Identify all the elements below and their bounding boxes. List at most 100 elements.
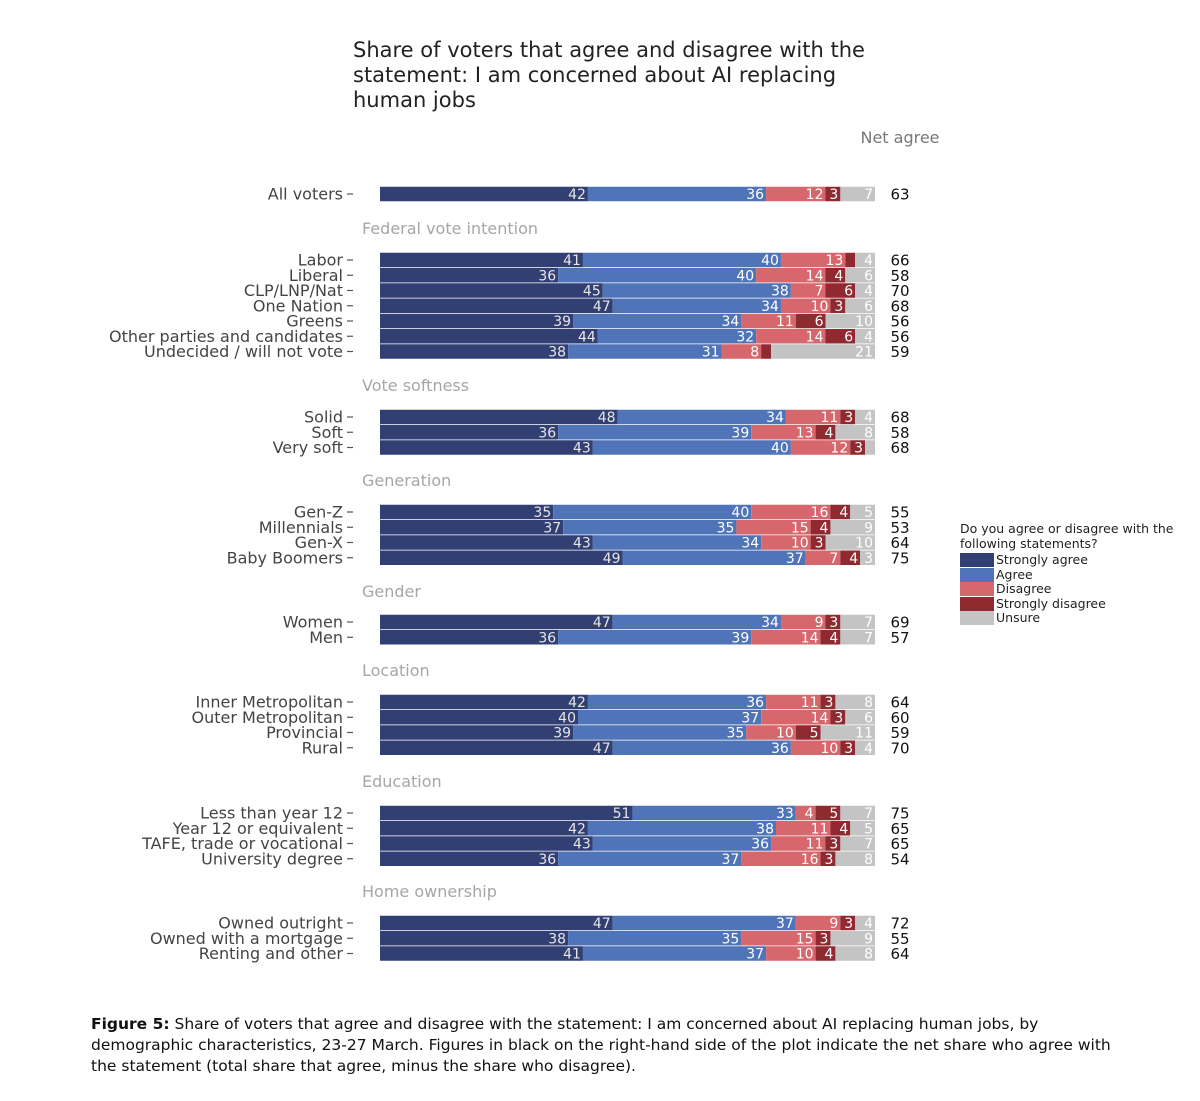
data-label: 3 xyxy=(829,615,838,631)
net-agree-value: 56 xyxy=(890,328,909,346)
group-header: Generation xyxy=(362,471,451,490)
data-label: 10 xyxy=(791,536,809,552)
row-label: Labor xyxy=(298,251,344,270)
bar-segment xyxy=(830,931,875,946)
data-label: 34 xyxy=(766,410,784,426)
data-label: 16 xyxy=(801,852,819,868)
bar-segment xyxy=(845,252,856,268)
bar-segment xyxy=(766,186,826,202)
data-label: 51 xyxy=(613,806,631,822)
bar-segment xyxy=(592,836,772,851)
row-label: Millennials xyxy=(259,518,343,537)
row-label: University degree xyxy=(201,849,343,868)
data-label: 41 xyxy=(563,253,581,269)
bar-segment xyxy=(622,550,806,565)
data-label: 45 xyxy=(583,284,601,300)
data-label: 3 xyxy=(834,299,843,315)
bar-segment xyxy=(761,535,811,550)
bar-segment xyxy=(380,535,593,550)
net-agree-value: 56 xyxy=(890,313,909,331)
bar-segment xyxy=(380,186,588,202)
bar-segment xyxy=(825,836,841,851)
data-label: 40 xyxy=(558,710,576,726)
data-label: 6 xyxy=(864,710,873,726)
data-label: 8 xyxy=(864,947,873,963)
data-label: 7 xyxy=(829,551,838,567)
row-label: Outer Metropolitan xyxy=(191,708,343,727)
net-agree-value: 66 xyxy=(890,252,909,270)
data-label: 5 xyxy=(810,726,819,742)
data-label: 4 xyxy=(839,505,848,521)
data-label: 43 xyxy=(573,837,591,853)
data-label: 31 xyxy=(702,345,720,361)
data-label: 34 xyxy=(761,615,779,631)
data-label: 35 xyxy=(726,726,744,742)
legend-swatch xyxy=(960,596,994,611)
data-label: 4 xyxy=(849,551,858,567)
data-label: 10 xyxy=(796,947,814,963)
data-label: 15 xyxy=(796,931,814,947)
bar-segment xyxy=(736,520,811,535)
bar-segment xyxy=(835,425,875,440)
bar-segment xyxy=(380,329,598,344)
bar-segment xyxy=(855,740,875,755)
data-label: 3 xyxy=(824,852,833,868)
data-label: 3 xyxy=(820,931,829,947)
bar-segment xyxy=(795,725,821,740)
bar-segment xyxy=(751,504,831,520)
data-label: 40 xyxy=(761,253,779,269)
data-label: 10 xyxy=(855,314,873,330)
net-agree-value: 72 xyxy=(890,915,909,933)
data-label: 47 xyxy=(593,615,611,631)
data-label: 49 xyxy=(603,551,621,567)
bar-segment xyxy=(855,329,875,344)
data-label: 9 xyxy=(829,916,838,932)
bar-segment xyxy=(855,409,875,425)
data-label: 10 xyxy=(821,741,839,757)
legend-label: Disagree xyxy=(996,581,1052,596)
data-label: 9 xyxy=(864,931,873,947)
legend-swatch xyxy=(960,611,994,626)
data-label: 11 xyxy=(801,695,819,711)
data-label: 4 xyxy=(864,329,873,345)
net-agree-value: 68 xyxy=(890,439,909,457)
bar-segment xyxy=(840,805,875,821)
row-label: Provincial xyxy=(266,723,343,742)
data-label: 9 xyxy=(864,520,873,536)
bar-segment xyxy=(776,821,831,836)
data-label: 11 xyxy=(806,837,824,853)
data-label: 11 xyxy=(811,821,829,837)
data-label: 3 xyxy=(864,551,873,567)
chart-title: Share of voters that agree and disagree … xyxy=(353,38,865,112)
bar-segment xyxy=(835,851,875,866)
data-label: 39 xyxy=(731,425,749,441)
bar-segment xyxy=(820,630,841,645)
bar-segment xyxy=(380,725,574,740)
bar-segment xyxy=(840,409,856,425)
bar-segment xyxy=(825,186,841,202)
data-label: 39 xyxy=(553,314,571,330)
data-label: 44 xyxy=(578,329,596,345)
bar-segment xyxy=(830,710,846,725)
legend-item-strongly-agree: Strongly agree xyxy=(960,552,1195,568)
net-agree-value: 75 xyxy=(890,805,909,823)
net-agree-value: 65 xyxy=(890,835,909,853)
data-label: 14 xyxy=(801,630,819,646)
data-label: 3 xyxy=(815,536,824,552)
row-label: All voters xyxy=(268,185,343,204)
bar-segment xyxy=(850,821,875,836)
legend-item-agree: Agree xyxy=(960,567,1195,583)
legend-label: Unsure xyxy=(996,610,1041,625)
data-label: 14 xyxy=(811,710,829,726)
data-label: 35 xyxy=(717,520,735,536)
net-agree-value: 58 xyxy=(890,424,909,442)
row-label: Women xyxy=(283,613,343,632)
bar-segment xyxy=(771,344,875,359)
data-label: 41 xyxy=(563,947,581,963)
bar-segment xyxy=(850,504,875,520)
data-label: 3 xyxy=(844,410,853,426)
legend-title: Do you agree or disagree with the follow… xyxy=(960,521,1174,551)
data-label: 6 xyxy=(844,284,853,300)
bar-segment xyxy=(558,268,757,283)
